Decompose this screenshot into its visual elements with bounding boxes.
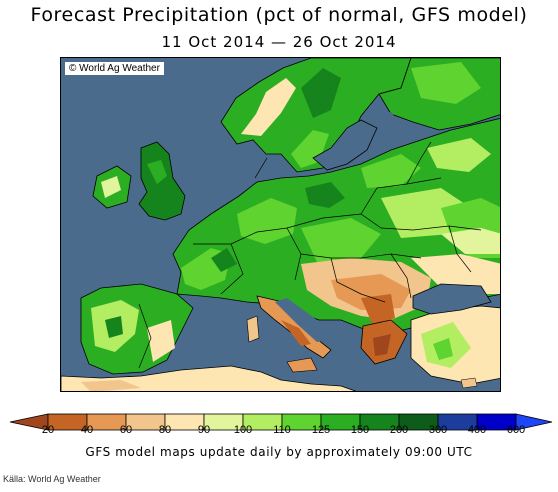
source-credit: Källa: World Ag Weather [3, 474, 101, 484]
legend-labels: 20 40 60 80 90 100 110 125 150 200 300 4… [0, 424, 558, 440]
legend-swatch-arrow-high [515, 413, 553, 431]
legend-label: 600 [506, 424, 526, 436]
date-range: 11 Oct 2014 — 26 Oct 2014 [161, 33, 397, 51]
legend-label: 110 [273, 424, 291, 436]
great-britain-region [138, 141, 186, 221]
copyright-label: © World Ag Weather [65, 62, 164, 75]
map-title: Forecast Precipitation (pct of normal, G… [30, 4, 528, 26]
legend-label: 400 [467, 424, 487, 436]
legend-label: 100 [233, 424, 253, 436]
sardinia-region [246, 315, 260, 343]
north-africa-region [61, 365, 357, 391]
legend-label: 20 [41, 424, 55, 436]
legend-label: 150 [350, 424, 370, 436]
legend-label: 300 [428, 424, 448, 436]
legend-label: 40 [80, 424, 94, 436]
adriatic-sea [275, 298, 329, 342]
legend-label: 90 [197, 424, 211, 436]
legend-colorbar [9, 413, 553, 431]
legend-label: 80 [158, 424, 172, 436]
europe-map-graphic: © World Ag Weather [61, 58, 500, 391]
legend-label: 60 [119, 424, 133, 436]
black-sea [412, 283, 492, 315]
baltic-sea [312, 119, 378, 171]
forecast-map: © World Ag Weather [60, 57, 501, 392]
sicily-region [286, 357, 318, 373]
update-note: GFS model maps update daily by approxima… [85, 445, 473, 459]
legend-label: 200 [389, 424, 409, 436]
legend-label: 125 [311, 424, 331, 436]
